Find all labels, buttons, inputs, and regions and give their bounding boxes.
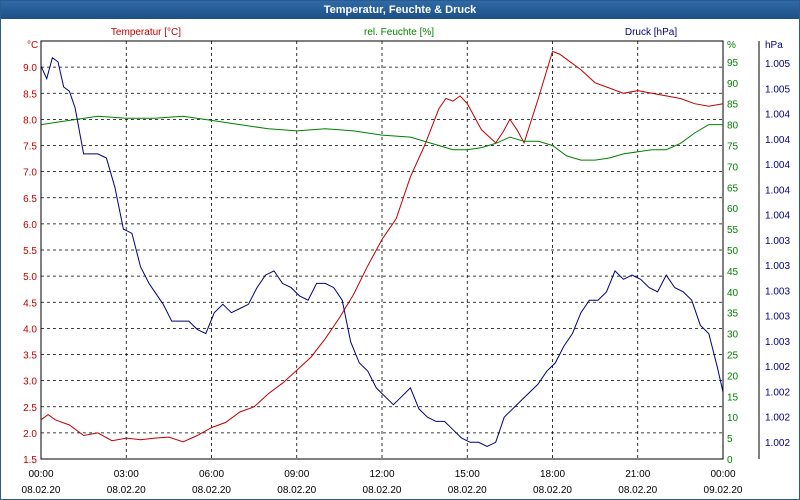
tick-label-temperature: 7.0 — [23, 168, 37, 179]
tick-label-temperature: 4.0 — [23, 324, 37, 335]
tick-label-temperature: 8.5 — [23, 89, 37, 100]
tick-label-humidity: 40 — [727, 288, 739, 299]
tick-label-time: 18:00 — [540, 469, 565, 480]
tick-label-humidity: 95 — [727, 58, 739, 69]
tick-label-humidity: 90 — [727, 79, 739, 90]
tick-label-temperature: 6.5 — [23, 194, 37, 205]
series-label-temperature: Temperatur [°C] — [111, 27, 181, 38]
tick-label-pressure: 1.003 — [765, 337, 790, 348]
tick-label-humidity: 25 — [727, 351, 739, 362]
tick-label-pressure: 1.002 — [765, 362, 790, 373]
tick-label-time: 03:00 — [114, 469, 139, 480]
tick-label-temperature: 4.5 — [23, 298, 37, 309]
tick-label-time: 21:00 — [625, 469, 650, 480]
tick-label-humidity: 75 — [727, 142, 739, 153]
tick-label-humidity: 10 — [727, 413, 739, 424]
tick-label-temperature: 2.0 — [23, 429, 37, 440]
tick-label-pressure: 1.002 — [765, 387, 790, 398]
tick-label-humidity: 5 — [727, 434, 733, 445]
tick-label-pressure: 1.004 — [765, 211, 790, 222]
tick-label-date: 08.02.20 — [107, 485, 146, 496]
tick-label-time: 00:00 — [28, 469, 53, 480]
tick-label-humidity: 50 — [727, 246, 739, 257]
tick-label-humidity: 20 — [727, 371, 739, 382]
tick-label-pressure: 1.004 — [765, 110, 790, 121]
tick-label-time: 09:00 — [284, 469, 309, 480]
tick-label-pressure: 1.003 — [765, 236, 790, 247]
axis-unit-temperature: °C — [27, 40, 38, 51]
tick-label-pressure: 1.005 — [765, 59, 790, 70]
tick-label-temperature: 9.0 — [23, 63, 37, 74]
tick-label-date: 08.02.20 — [618, 485, 657, 496]
tick-label-date: 08.02.20 — [22, 485, 61, 496]
tick-label-pressure: 1.004 — [765, 185, 790, 196]
tick-label-humidity: 70 — [727, 162, 739, 173]
tick-label-humidity: 60 — [727, 204, 739, 215]
tick-label-temperature: 5.0 — [23, 272, 37, 283]
tick-label-pressure: 1.002 — [765, 413, 790, 424]
tick-label-pressure: 1.003 — [765, 286, 790, 297]
tick-label-pressure: 1.005 — [765, 84, 790, 95]
tick-label-humidity: 0 — [727, 455, 733, 466]
tick-label-temperature: 3.5 — [23, 351, 37, 362]
tick-label-humidity: 30 — [727, 330, 739, 341]
tick-label-time: 15:00 — [455, 469, 480, 480]
series-label-humidity: rel. Feuchte [%] — [364, 27, 434, 38]
tick-label-humidity: 80 — [727, 121, 739, 132]
series-line-humidity — [40, 115, 723, 161]
tick-label-date: 08.02.20 — [533, 485, 572, 496]
tick-label-temperature: 2.5 — [23, 403, 37, 414]
tick-label-temperature: 6.0 — [23, 220, 37, 231]
window-title: Temperatur, Feuchte & Druck — [1, 1, 799, 19]
tick-label-date: 08.02.20 — [448, 485, 487, 496]
tick-label-temperature: 7.5 — [23, 142, 37, 153]
series-line-pressure — [40, 56, 724, 448]
tick-label-pressure: 1.002 — [765, 438, 790, 449]
tick-label-time: 06:00 — [199, 469, 224, 480]
tick-label-time: 00:00 — [710, 469, 735, 480]
tick-label-temperature: 5.5 — [23, 246, 37, 257]
axis-unit-humidity: % — [727, 40, 736, 51]
tick-label-humidity: 55 — [727, 225, 739, 236]
series-label-pressure: Druck [hPa] — [625, 27, 677, 38]
chart: 1.5 2.0 2.5 3.0 3.5 4.0 4.5 5.0 5.5 6.0 6.5 7.0 7.5 8… — [22, 27, 791, 496]
tick-label-date: 08.02.20 — [192, 485, 231, 496]
axis-unit-pressure: hPa — [765, 40, 783, 51]
tick-label-pressure: 1.004 — [765, 135, 790, 146]
tick-label-time: 12:00 — [369, 469, 394, 480]
series-line-temperature — [40, 50, 724, 443]
tick-label-temperature: 8.0 — [23, 115, 37, 126]
tick-label-humidity: 85 — [727, 100, 739, 111]
tick-label-humidity: 15 — [727, 392, 739, 403]
tick-label-date: 08.02.20 — [277, 485, 316, 496]
tick-label-humidity: 35 — [727, 309, 739, 320]
tick-label-pressure: 1.004 — [765, 160, 790, 171]
tick-label-date: 08.02.20 — [363, 485, 402, 496]
tick-label-pressure: 1.003 — [765, 261, 790, 272]
tick-label-humidity: 45 — [727, 267, 739, 278]
tick-label-humidity: 65 — [727, 183, 739, 194]
tick-label-date: 09.02.20 — [704, 485, 743, 496]
tick-label-temperature: 1.5 — [23, 455, 37, 466]
tick-label-temperature: 3.0 — [23, 377, 37, 388]
tick-label-pressure: 1.003 — [765, 312, 790, 323]
